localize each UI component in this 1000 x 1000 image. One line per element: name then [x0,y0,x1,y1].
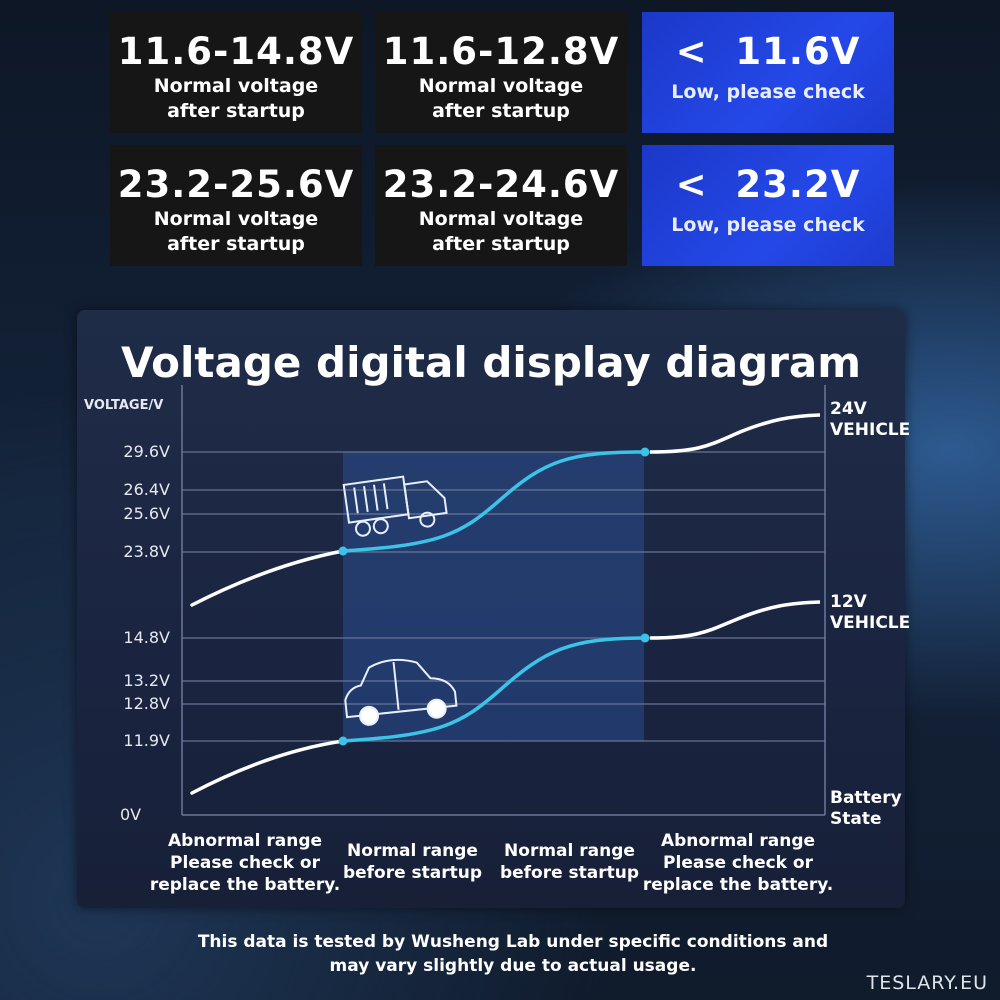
range-label-normal-2: Normal range before startup [499,841,640,883]
label-12v-vehicle: 12V VEHICLE [830,592,911,633]
point-24v-end [640,447,650,457]
card-value: 11.6-14.8V [117,30,355,73]
y-tick-label: 13.2V [123,671,170,690]
brand-watermark: TESLARY.EU [866,972,988,994]
truck-icon [342,475,448,537]
curve-24v-high [649,413,821,454]
voltage-card: 11.6-12.8V Normal voltage after startup [375,12,627,133]
curve-12v-high [649,600,821,640]
x-axis-label: Battery State [830,788,902,829]
voltage-card: 23.2-24.6V Normal voltage after startup [375,145,627,266]
curve-12v-normal [342,636,646,743]
card-description: Normal voltage after startup [418,75,584,122]
point-12v-end [640,633,650,643]
y-tick-label: 23.8V [123,542,170,561]
normal-range-highlight [343,452,644,741]
card-description: Normal voltage after startup [418,208,584,255]
point-12v-start [338,736,348,746]
card-value: 11.6-12.8V [382,30,620,73]
y-tick-label: 14.8V [123,628,170,647]
curve-24v-low [190,549,345,607]
card-description: Normal voltage after startup [153,75,319,122]
voltage-card: 23.2-25.6V Normal voltage after startup [110,145,362,266]
point-24v-start [338,546,348,556]
card-value: < 11.6V [675,30,861,73]
voltage-card: 11.6-14.8V Normal voltage after startup [110,12,362,133]
card-description: Normal voltage after startup [153,208,319,255]
range-label-abnormal-low: Abnormal range Please check or replace t… [149,831,341,895]
y-axis-label: VOLTAGE/V [84,398,164,413]
card-value: 23.2-24.6V [382,163,620,206]
label-24v-vehicle: 24V VEHICLE [830,399,911,440]
card-description: Low, please check [671,81,865,103]
curve-24v-normal [342,450,646,553]
y-tick-label: 11.9V [123,731,170,750]
y-tick-label: 0V [120,805,142,824]
diagram-title: Voltage digital display diagram [120,338,862,387]
range-label-abnormal-high: Abnormal range Please check or replace t… [642,831,834,895]
y-tick-label: 12.8V [123,694,170,713]
curve-12v-low [190,739,345,795]
card-value: 23.2-25.6V [117,163,355,206]
disclaimer: This data is tested by Wusheng Lab under… [197,932,829,976]
range-label-normal-1: Normal range before startup [342,841,483,883]
card-description: Low, please check [671,214,865,236]
card-value: < 23.2V [675,163,861,206]
y-tick-label: 26.4V [123,480,170,499]
voltage-card: < 11.6V Low, please check [642,12,894,133]
car-icon [344,658,458,726]
y-tick-label: 29.6V [123,442,170,461]
voltage-card: < 23.2V Low, please check [642,145,894,266]
y-tick-label: 25.6V [123,504,170,523]
